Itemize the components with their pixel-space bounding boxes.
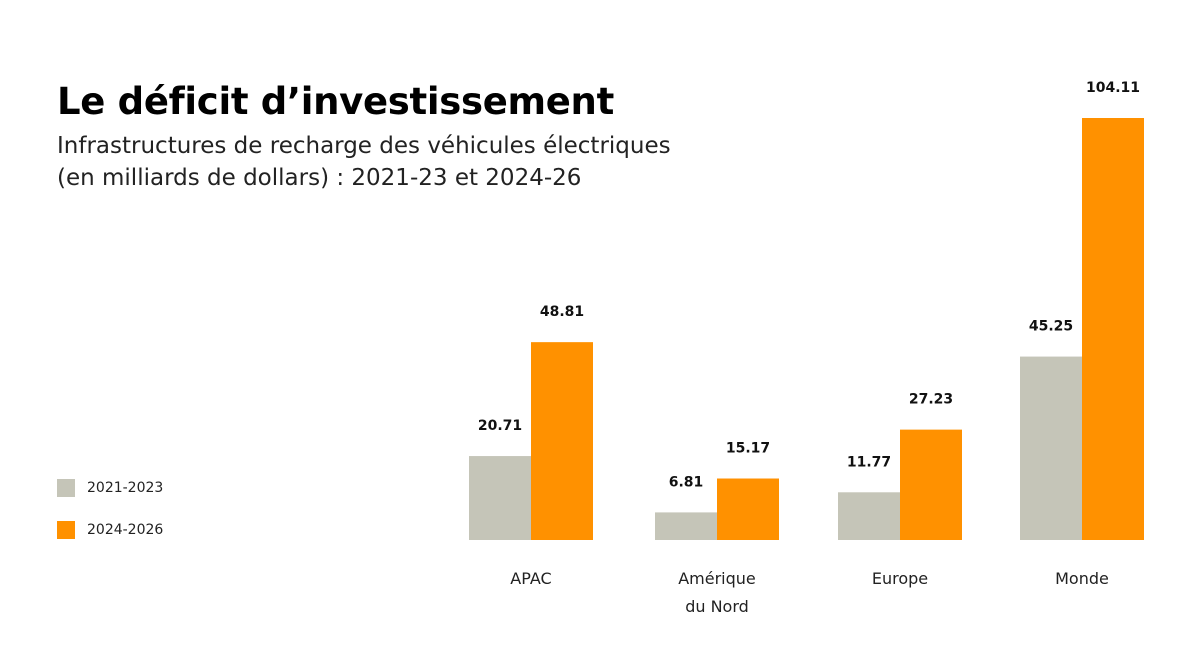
data-label: 27.23 (909, 392, 953, 408)
legend-swatch-orange (57, 521, 75, 539)
bar-2024-2026 (1082, 118, 1144, 540)
category-label: Europe (872, 569, 928, 588)
data-label: 15.17 (726, 441, 770, 457)
bar-2021-2023 (1020, 356, 1082, 540)
legend-label: 2024-2026 (87, 522, 164, 538)
subtitle-line-1: Infrastructures de recharge des véhicule… (57, 133, 671, 159)
bar-2024-2026 (717, 478, 779, 540)
bar-2021-2023 (469, 456, 531, 540)
bar-2021-2023 (655, 512, 717, 540)
bar-2024-2026 (900, 429, 962, 540)
data-label: 6.81 (669, 474, 704, 490)
data-label: 45.25 (1029, 319, 1073, 335)
bar-2024-2026 (531, 342, 593, 540)
category-label: APAC (510, 569, 551, 588)
category-label: Amérique (678, 569, 756, 588)
legend-label: 2021-2023 (87, 480, 164, 496)
data-label: 48.81 (540, 304, 584, 320)
legend-item-2024-2026: 2024-2026 (57, 521, 163, 539)
legend-item-2021-2023: 2021-2023 (57, 479, 163, 497)
category-label: du Nord (685, 597, 749, 616)
data-label: 104.11 (1086, 80, 1140, 96)
data-label: 11.77 (847, 454, 891, 470)
chart-title: Le déficit d’investissement (57, 80, 614, 123)
legend-swatch-gray (57, 479, 75, 497)
bar-2021-2023 (838, 492, 900, 540)
subtitle-line-2: (en milliards de dollars) : 2021-23 et 2… (57, 165, 582, 191)
data-label: 20.71 (478, 418, 522, 434)
category-label: Monde (1055, 569, 1109, 588)
chart-subtitle: Infrastructures de recharge des véhicule… (57, 130, 671, 194)
